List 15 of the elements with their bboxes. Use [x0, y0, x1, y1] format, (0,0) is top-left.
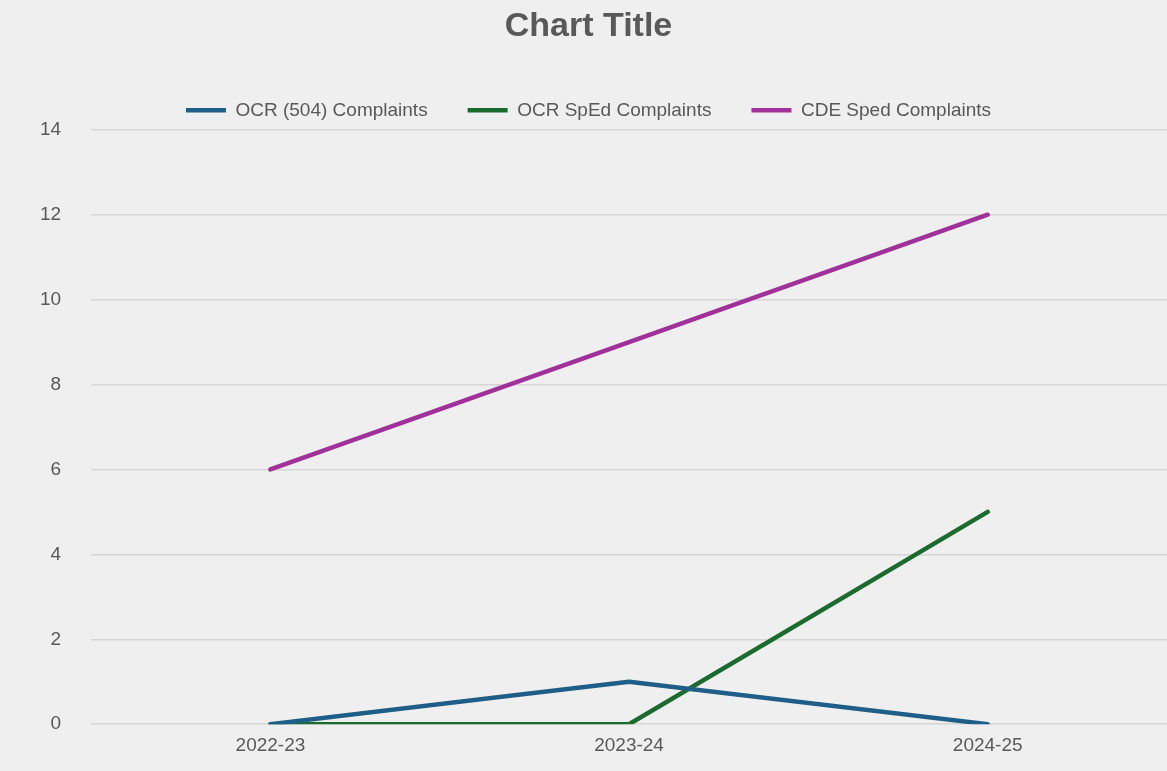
y-tick-label: 10	[39, 287, 62, 309]
y-tick-label: 4	[50, 542, 62, 564]
chart-title: Chart Title	[504, 4, 673, 43]
legend-label: OCR SpEd Complaints	[517, 98, 712, 120]
x-tick-label: 2024-25	[952, 733, 1023, 755]
y-tick-label: 12	[39, 202, 62, 224]
legend-label: CDE Sped Complaints	[800, 98, 992, 120]
y-tick-label: 8	[50, 372, 62, 394]
x-tick-label: 2023-24	[594, 733, 665, 755]
x-tick-label: 2022-23	[235, 733, 306, 755]
y-tick-label: 6	[50, 457, 62, 479]
y-tick-label: 0	[50, 712, 62, 734]
y-tick-label: 14	[39, 118, 62, 140]
y-tick-label: 2	[50, 627, 62, 649]
legend-label: OCR (504) Complaints	[235, 98, 428, 120]
